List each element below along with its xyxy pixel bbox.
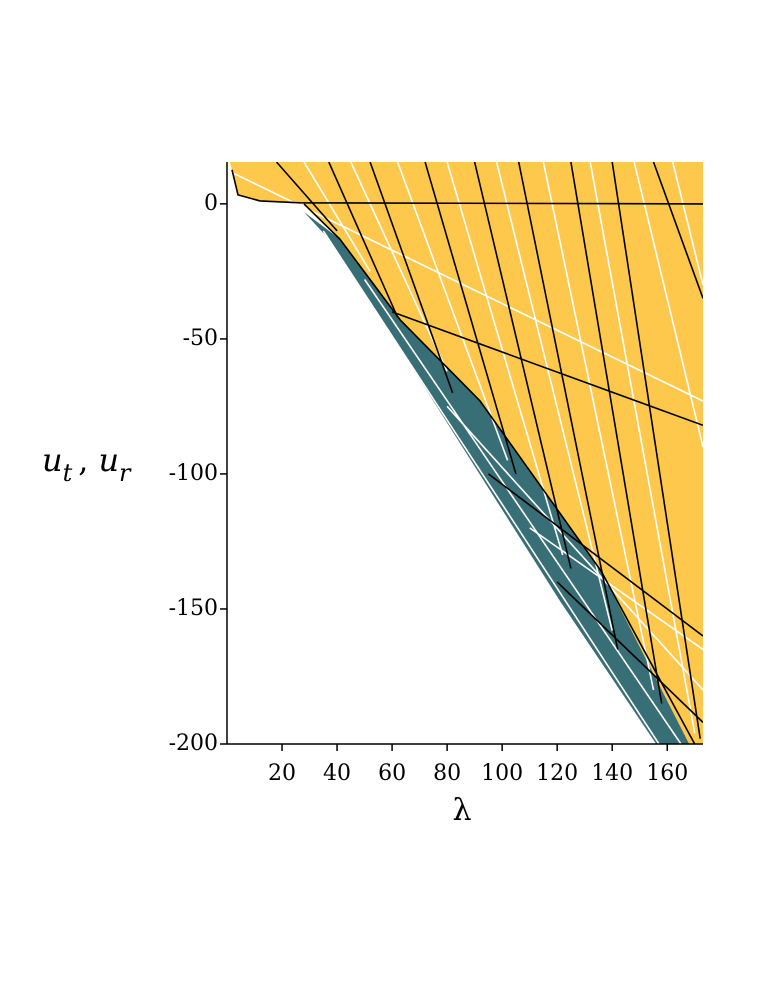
line (611, 162, 701, 739)
line (424, 162, 517, 475)
line (369, 162, 454, 394)
line (391, 311, 703, 427)
x-tick-label: 60 (378, 761, 406, 786)
line (487, 473, 703, 637)
x-tick-label: 120 (536, 761, 578, 786)
y-tick-label: 0 (204, 191, 218, 216)
y-label-sub: r (119, 459, 132, 487)
y-tick-label: -200 (169, 731, 218, 756)
line (363, 279, 682, 744)
y-label-sub: t (63, 459, 73, 487)
line (633, 162, 703, 448)
y-tick-label: -50 (183, 326, 218, 351)
line (275, 162, 338, 232)
y-label-part: , (78, 441, 88, 479)
x-tick-label: 140 (591, 761, 633, 786)
x-tick-label: 40 (323, 761, 351, 786)
line (570, 162, 663, 704)
line (652, 162, 703, 299)
line (229, 170, 703, 402)
line (589, 162, 696, 734)
plot-area (229, 162, 703, 744)
y-label-part: u (98, 441, 119, 479)
line (473, 162, 572, 569)
x-axis-label: λ (452, 793, 471, 828)
y-tick-label: -100 (169, 461, 218, 486)
y-tick-label: -150 (169, 596, 218, 621)
area (304, 212, 690, 744)
line (303, 162, 371, 272)
x-tick-label: 20 (268, 761, 296, 786)
y-axis-label: ut, ur (42, 441, 132, 487)
x-tick-label: 160 (646, 761, 688, 786)
line (231, 169, 703, 205)
line (350, 162, 448, 372)
line (446, 405, 703, 691)
area (229, 162, 703, 744)
line (517, 162, 619, 650)
line (396, 162, 509, 461)
line (529, 527, 703, 651)
x-tick-label: 80 (433, 761, 461, 786)
line (556, 581, 703, 723)
line (328, 162, 399, 318)
x-tick-label: 100 (481, 761, 523, 786)
line (671, 162, 703, 286)
line (322, 230, 660, 744)
y-label-part: u (42, 441, 63, 479)
